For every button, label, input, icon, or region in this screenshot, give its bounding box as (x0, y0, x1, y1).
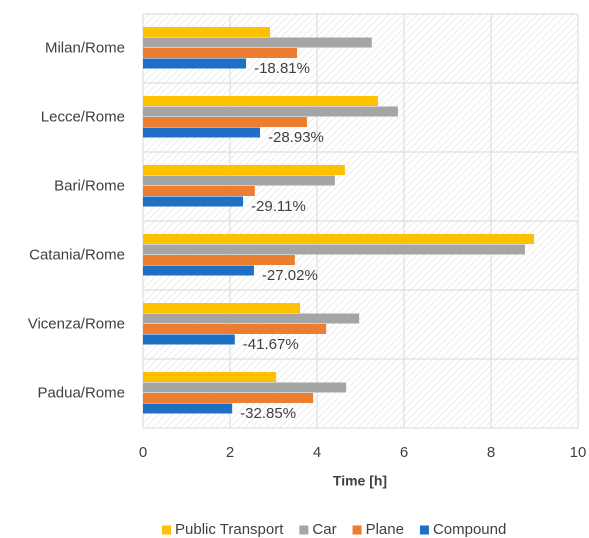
bar (143, 234, 535, 244)
y-tick-label: Catania/Rome (29, 246, 125, 263)
bar (143, 48, 297, 58)
y-tick-label: Vicenza/Rome (28, 315, 125, 332)
bar (143, 313, 360, 324)
bar (143, 382, 347, 393)
y-tick-label: Bari/Rome (54, 177, 125, 194)
bar (143, 196, 244, 207)
legend-swatch (299, 525, 309, 535)
bar (143, 96, 378, 106)
bar (143, 127, 261, 138)
x-tick-label: 8 (487, 444, 495, 461)
bar (143, 255, 295, 265)
bar (143, 186, 255, 196)
annotation: -27.02% (262, 267, 318, 284)
legend-label: Compound (433, 521, 506, 538)
x-tick-label: 6 (400, 444, 408, 461)
x-axis-title: Time [h] (333, 473, 387, 489)
legend-label: Car (312, 521, 336, 538)
annotation: -41.67% (243, 336, 299, 353)
legend-label: Plane (366, 521, 404, 538)
bar (143, 403, 233, 414)
bar (143, 27, 271, 37)
bar (143, 334, 235, 345)
annotation: -32.85% (240, 405, 296, 422)
bar (143, 175, 335, 186)
bar (143, 244, 525, 255)
x-tick-label: 4 (313, 444, 321, 461)
y-tick-label: Milan/Rome (45, 39, 125, 56)
x-tick-label: 2 (226, 444, 234, 461)
bar (143, 117, 307, 127)
y-tick-label: Lecce/Rome (41, 108, 125, 125)
bar (143, 58, 247, 69)
bar (143, 303, 301, 313)
bar (143, 265, 254, 276)
annotation: -29.11% (251, 198, 306, 215)
bar (143, 393, 314, 403)
bar (143, 165, 345, 175)
legend-swatch (419, 525, 429, 535)
bar (143, 37, 372, 48)
y-tick-label: Padua/Rome (37, 384, 125, 401)
bar (143, 106, 398, 117)
legend-label: Public Transport (175, 521, 284, 538)
x-tick-label: 10 (570, 444, 587, 461)
annotation: -28.93% (268, 129, 324, 146)
x-tick-label: 0 (139, 444, 147, 461)
bar (143, 372, 277, 382)
annotation: -18.81% (254, 60, 310, 77)
bar (143, 324, 327, 334)
legend-swatch (162, 525, 171, 535)
legend-swatch (352, 525, 362, 535)
